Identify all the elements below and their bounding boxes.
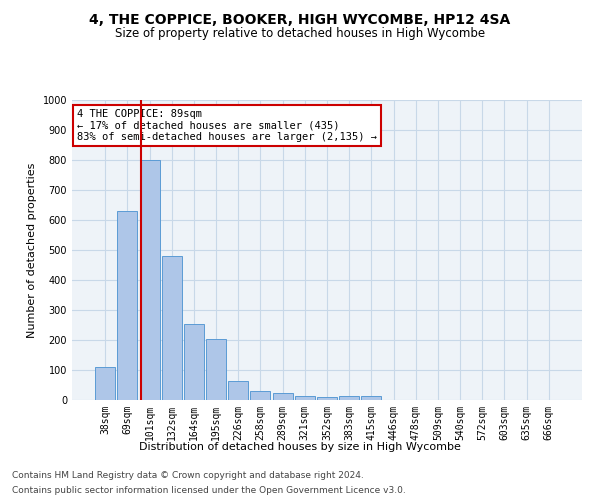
Bar [118, 211, 137, 400]
Text: 4, THE COPPICE, BOOKER, HIGH WYCOMBE, HP12 4SA: 4, THE COPPICE, BOOKER, HIGH WYCOMBE, HP… [89, 12, 511, 26]
Bar [317, 397, 337, 400]
Bar [206, 338, 226, 400]
Bar [295, 396, 315, 400]
Y-axis label: Number of detached properties: Number of detached properties [27, 162, 37, 338]
Text: Contains public sector information licensed under the Open Government Licence v3: Contains public sector information licen… [12, 486, 406, 495]
Bar [95, 367, 115, 400]
Text: Distribution of detached houses by size in High Wycombe: Distribution of detached houses by size … [139, 442, 461, 452]
Bar [162, 256, 182, 400]
Text: Contains HM Land Registry data © Crown copyright and database right 2024.: Contains HM Land Registry data © Crown c… [12, 471, 364, 480]
Text: Size of property relative to detached houses in High Wycombe: Size of property relative to detached ho… [115, 28, 485, 40]
Bar [140, 160, 160, 400]
Bar [339, 396, 359, 400]
Bar [184, 324, 204, 400]
Text: 4 THE COPPICE: 89sqm
← 17% of detached houses are smaller (435)
83% of semi-deta: 4 THE COPPICE: 89sqm ← 17% of detached h… [77, 109, 377, 142]
Bar [228, 382, 248, 400]
Bar [361, 396, 382, 400]
Bar [250, 391, 271, 400]
Bar [272, 394, 293, 400]
